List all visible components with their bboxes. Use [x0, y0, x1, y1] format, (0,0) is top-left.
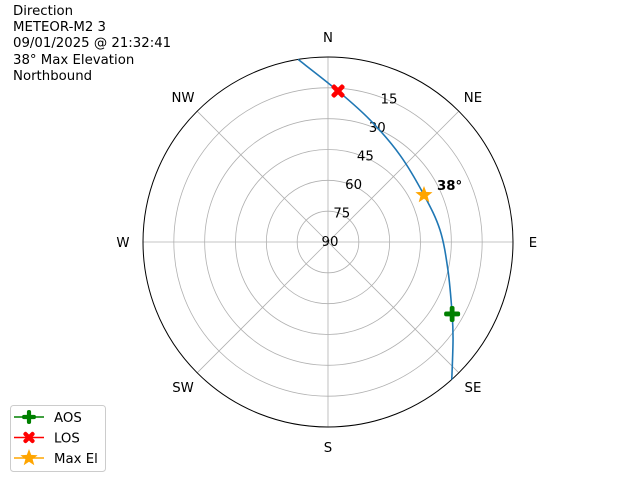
grid-spoke — [196, 241, 329, 374]
legend-label: LOS — [54, 432, 80, 447]
grid-spoke — [327, 241, 460, 374]
radial-tick-label: 45 — [357, 150, 374, 165]
legend-aos-icon-bar — [22, 414, 36, 420]
max-el-marker-icon — [415, 186, 433, 203]
radial-tick-label: 15 — [381, 93, 398, 108]
title-line-5: Northbound — [13, 68, 93, 84]
direction-label-sw: SW — [172, 381, 194, 396]
los-marker-icon — [331, 84, 345, 98]
grid-spoke — [327, 110, 460, 243]
direction-label-s: S — [324, 441, 332, 456]
direction-label-nw: NW — [171, 91, 194, 106]
chart-title: Direction METEOR-M2 3 09/01/2025 @ 21:32… — [13, 4, 171, 85]
aos-marker-icon — [444, 305, 461, 322]
legend-aos-icon — [22, 410, 36, 424]
legend-frame — [10, 405, 106, 472]
title-line-4: 38° Max Elevation — [13, 52, 135, 68]
title-line-2: METEOR-M2 3 — [13, 20, 106, 36]
aos-marker-icon-bar — [444, 311, 461, 317]
direction-label-w: W — [116, 236, 129, 251]
legend-label: Max El — [54, 452, 98, 467]
direction-label-e: E — [529, 236, 537, 251]
direction-label-se: SE — [465, 381, 482, 396]
legend-label: AOS — [54, 411, 82, 426]
direction-label-ne: NE — [464, 91, 482, 106]
max-elevation-annotation: 38° — [437, 179, 462, 194]
radial-tick-label: 90 — [322, 235, 339, 250]
satellite-track — [297, 58, 454, 380]
title-line-3: 09/01/2025 @ 21:32:41 — [13, 36, 172, 52]
title-line-1: Direction — [13, 4, 74, 19]
grid-spoke — [196, 110, 329, 243]
radial-tick-label: 75 — [333, 207, 350, 222]
los-marker-icon-bar — [331, 84, 345, 98]
direction-label-n: N — [323, 31, 333, 46]
legend-los-icon-bar — [23, 431, 35, 444]
radial-tick-label: 60 — [345, 178, 362, 193]
legend: AOS LOS Max El — [10, 405, 106, 472]
polar-frame — [142, 56, 514, 428]
legend-los-icon — [23, 431, 35, 444]
legend-max-el-icon — [20, 449, 38, 466]
